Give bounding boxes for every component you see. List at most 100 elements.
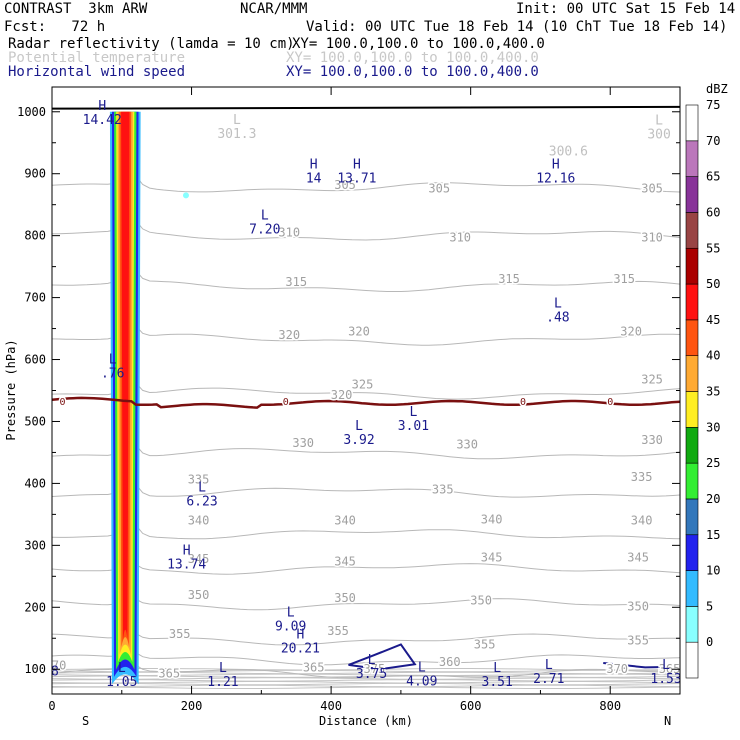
extremum-value: .48 [546, 310, 569, 325]
theta-label: 350 [334, 591, 356, 605]
y-tick-label: 400 [24, 476, 46, 490]
freezing-level-label: 0 [59, 397, 65, 408]
extremum-kind: L [418, 661, 426, 676]
theta-contour-365 [52, 662, 680, 679]
extremum-kind: L [545, 658, 553, 673]
theta-contour-335 [52, 479, 680, 498]
theta-label: 350 [470, 593, 492, 607]
extremum-kind: H [552, 158, 560, 173]
theta-contour-350 [52, 596, 680, 611]
theta-label: 325 [641, 372, 663, 386]
theta-label: 350 [627, 600, 649, 614]
theta-contour-305 [52, 170, 680, 193]
theta-strat-line [52, 673, 680, 676]
theta-label: 340 [631, 514, 653, 528]
colorbar-swatch [685, 140, 699, 177]
x-end-label-left: S [82, 714, 89, 728]
theta-label: 330 [292, 436, 314, 450]
colorbar-swatch [685, 462, 699, 500]
freezing-level-label: 0 [520, 397, 526, 408]
theta-label: 360 [439, 655, 461, 669]
theta-contour-345 [52, 562, 680, 575]
theta-label: 330 [456, 437, 478, 451]
extremum-value: 1.53 [650, 672, 681, 687]
theta-label: 345 [627, 551, 649, 565]
extremum-value: 300 [647, 128, 670, 143]
colorbar-tick-label: 5 [706, 599, 713, 613]
x-tick-label: 400 [320, 699, 342, 713]
wind-contour-jet-right [603, 662, 680, 669]
theta-label: 325 [352, 377, 374, 391]
theta-strat-line [52, 675, 680, 678]
colorbar-tick-label: 30 [706, 420, 720, 434]
colorbar-tick-label: 35 [706, 385, 720, 399]
extremum-value: 12.16 [536, 172, 575, 187]
extremum-kind: L [118, 661, 126, 676]
y-tick-label: 300 [24, 538, 46, 552]
field-2-xy: XY= 100.0,100.0 to 100.0,400.0 [286, 50, 539, 66]
extremum-kind: H [310, 158, 318, 173]
extremum-value: 1.21 [207, 675, 238, 690]
extremum-value: 4.09 [406, 675, 437, 690]
y-tick-label: 700 [24, 291, 46, 305]
theta-label: 335 [631, 470, 653, 484]
extremum-value: 14.42 [83, 113, 122, 128]
field-2-name: Potential temperature [8, 50, 186, 66]
theta-label: 375 [364, 662, 386, 676]
theta-label: 355 [169, 627, 191, 641]
theta-strat-line [52, 684, 680, 688]
colorbar-tick-label: 0 [706, 635, 713, 649]
extremum-value: 1.05 [106, 675, 137, 690]
extremum-kind: H [296, 628, 304, 643]
extremum-value: 2.71 [533, 672, 564, 687]
y-axis-label: Pressure (hPa) [4, 339, 18, 440]
theta-label: 305 [334, 178, 356, 192]
theta-contour-340 [52, 520, 680, 540]
colorbar-swatch [685, 283, 699, 321]
theta-label: 355 [474, 637, 496, 651]
colorbar-swatch [685, 641, 699, 679]
extremum-value: .76 [101, 367, 124, 382]
freezing-level-line [52, 396, 680, 409]
theta-label: 370 [606, 662, 628, 676]
theta-label: 335 [432, 483, 454, 497]
colorbar-swatch [685, 176, 699, 213]
theta-label: 315 [285, 275, 307, 289]
extremum-kind: L [219, 661, 227, 676]
header-org: NCAR/MMM [240, 1, 308, 17]
x-end-label-right: N [664, 714, 671, 728]
extremum-value: 13.71 [337, 172, 376, 187]
colorbar-tick-label: 15 [706, 528, 720, 542]
x-tick-label: 200 [181, 699, 203, 713]
extremum-kind: L [233, 113, 241, 128]
theta-label: 350 [188, 588, 210, 602]
field-3-name: Horizontal wind speed [8, 64, 186, 80]
theta-contour-315 [52, 266, 680, 292]
theta-label: 365 [303, 660, 325, 674]
extremum-kind: L [493, 661, 501, 676]
colorbar-swatch [685, 570, 699, 607]
header-fcst: Fcst: 72 h [4, 19, 106, 35]
theta-label: 310 [641, 231, 663, 245]
wind-contour-jet [348, 643, 417, 671]
surface-line [52, 105, 680, 110]
y-tick-label: 900 [24, 167, 46, 181]
colorbar-tick-label: 55 [706, 241, 720, 255]
theta-label: 320 [278, 328, 300, 342]
theta-contour-330 [52, 440, 680, 460]
x-tick-label: 600 [460, 699, 482, 713]
extremum-kind: L [355, 419, 363, 434]
reflectivity-layer-6 [121, 111, 130, 640]
x-tick-label: 0 [48, 699, 55, 713]
colorbar-tick-label: 40 [706, 349, 720, 363]
theta-label: 330 [641, 433, 663, 447]
theta-label: 355 [327, 624, 349, 638]
extremum-value: 3.51 [482, 675, 513, 690]
header-valid: Valid: 00 UTC Tue 18 Feb 14 (10 ChT Tue … [306, 19, 728, 35]
colorbar-swatch [685, 391, 699, 428]
theta-contour-320 [52, 321, 680, 346]
y-tick-label: 1000 [17, 105, 46, 119]
y-tick-label: 200 [24, 600, 46, 614]
y-tick-label: 800 [24, 229, 46, 243]
